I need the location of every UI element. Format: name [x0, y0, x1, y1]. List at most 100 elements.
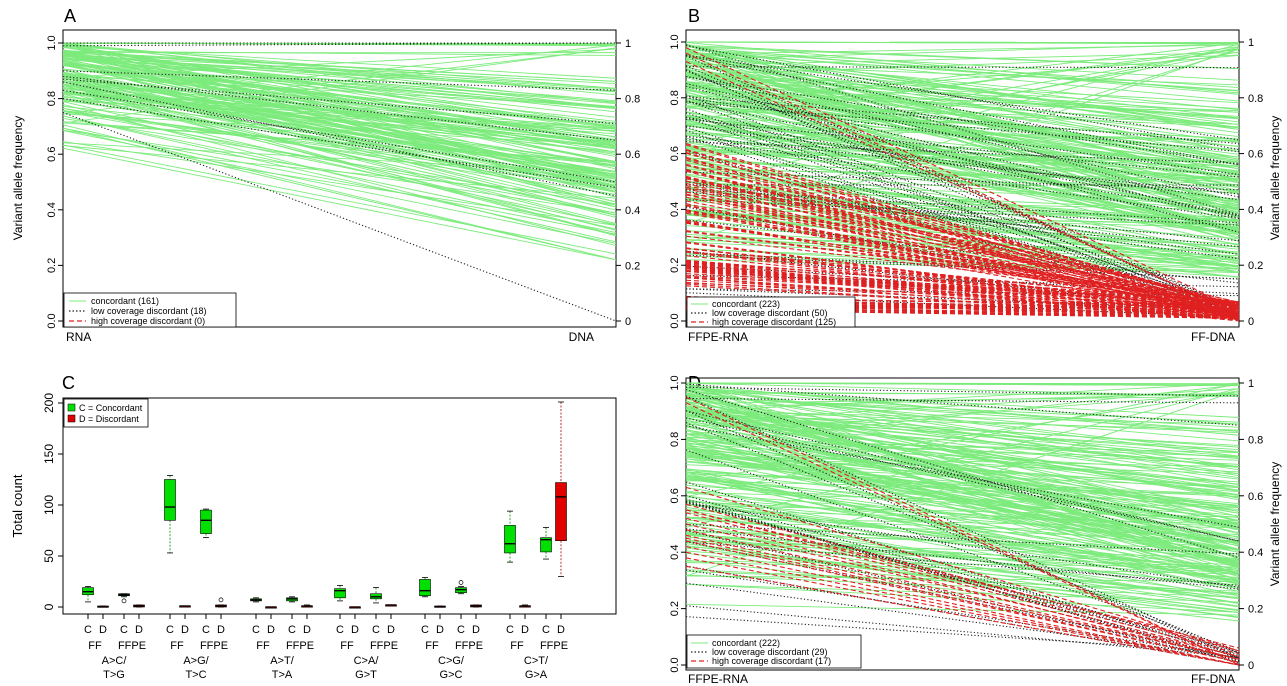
- y-tick-label-right: 1: [1248, 37, 1254, 49]
- y-tick-label-left: 0.2: [46, 258, 58, 273]
- legend-text-concordant: C = Concordant: [79, 403, 143, 413]
- panel-a-letter: A: [64, 6, 76, 26]
- box-class-label: C: [336, 624, 344, 636]
- y-tick-label-right: 0.6: [1248, 149, 1263, 161]
- sample-label-ff: FF: [510, 640, 524, 652]
- box-class-label: C: [542, 624, 550, 636]
- y-tick-label-right: 0.8: [1248, 93, 1263, 105]
- y-tick-label-right: 0.4: [625, 205, 640, 217]
- legend-text-high: high coverage discordant (125): [712, 317, 836, 327]
- y-tick-label-right: 0.2: [1248, 604, 1263, 616]
- sample-label-ffpe: FFPE: [540, 640, 568, 652]
- y-tick-label-right: 0.2: [1248, 260, 1263, 272]
- group-label-line1: A>C/: [102, 655, 128, 667]
- box-class-label: D: [181, 624, 189, 636]
- box-class-label: D: [99, 624, 107, 636]
- y-tick-label-left: 0.2: [669, 601, 681, 616]
- panel-a-ylabel: Variant allele frequency: [11, 116, 25, 241]
- legend-swatch-discordant: [68, 415, 75, 422]
- panel-a-right-label: DNA: [569, 330, 594, 344]
- y-tick-label-right: 0.2: [625, 260, 640, 272]
- box-class-label: D: [521, 624, 529, 636]
- y-tick-label-right: 0.4: [1248, 547, 1263, 559]
- y-tick-label-right: 0: [1248, 316, 1254, 328]
- panel-b-legend: concordant (223) low coverage discordant…: [687, 297, 855, 327]
- y-tick-label-left: 1.0: [669, 375, 681, 390]
- box: [505, 525, 516, 553]
- y-tick-label-left: 0.6: [669, 146, 681, 161]
- y-tick-label-left: 0.6: [46, 147, 58, 162]
- y-tick-label: 150: [42, 444, 56, 464]
- legend-swatch-concordant: [68, 404, 75, 411]
- y-tick-label-left: 0.0: [669, 313, 681, 328]
- group-label-line1: C>A/: [354, 655, 380, 667]
- box-class-label: C: [252, 624, 260, 636]
- y-tick-label-left: 0.4: [669, 545, 681, 560]
- panel-a-legend: concordant (161) low coverage discordant…: [64, 293, 236, 327]
- group-label-line2: T>C: [185, 669, 206, 681]
- y-tick-label-right: 0: [1248, 660, 1254, 672]
- sample-label-ffpe: FFPE: [286, 640, 314, 652]
- panel-c-letter: C: [62, 373, 75, 393]
- group-label-line2: G>A: [525, 669, 548, 681]
- panel-c-ylabel: Total count: [10, 474, 25, 537]
- box-class-label: D: [135, 624, 143, 636]
- legend-text-concordant: concordant (161): [91, 296, 159, 306]
- box: [201, 510, 212, 533]
- panel-d-ylabel: Variant allele frequency: [1268, 462, 1282, 587]
- sample-label-ffpe: FFPE: [455, 640, 483, 652]
- box-class-label: D: [217, 624, 225, 636]
- sample-label-ffpe: FFPE: [200, 640, 228, 652]
- box-class-label: C: [120, 624, 128, 636]
- y-tick-label-left: 0.0: [669, 657, 681, 672]
- group-label-line1: C>T/: [524, 655, 549, 667]
- y-tick-label-left: 0.4: [669, 202, 681, 217]
- y-tick-label: 50: [42, 549, 56, 563]
- y-tick-label: 100: [42, 495, 56, 515]
- box-class-label: C: [288, 624, 296, 636]
- y-tick-label: 0: [42, 603, 56, 610]
- box-class-label: D: [267, 624, 275, 636]
- group-label-line2: T>A: [272, 669, 293, 681]
- panel-b-ylabel: Variant allele frequency: [1268, 116, 1282, 241]
- panel-b-left-label: FFPE-RNA: [688, 330, 748, 344]
- y-tick-label-left: 0.8: [46, 91, 58, 106]
- box-class-label: C: [421, 624, 429, 636]
- y-tick-label-left: 0.8: [669, 432, 681, 447]
- box-class-label: D: [351, 624, 359, 636]
- panel-b-right-label: FF-DNA: [1191, 330, 1235, 344]
- box-class-label: D: [436, 624, 444, 636]
- box-class-label: C: [372, 624, 380, 636]
- group-label-line1: A>T/: [270, 655, 294, 667]
- y-tick-label-right: 0.8: [1248, 434, 1263, 446]
- y-tick-label-left: 0.2: [669, 258, 681, 273]
- group-label-line2: T>G: [103, 669, 125, 681]
- sample-label-ff: FF: [340, 640, 354, 652]
- legend-text-high: high coverage discordant (17): [712, 656, 831, 666]
- sample-label-ff: FF: [88, 640, 102, 652]
- panel-d-right-label: FF-DNA: [1191, 672, 1235, 686]
- legend-text-low: low coverage discordant (18): [91, 306, 207, 316]
- panel-a-left-label: RNA: [66, 330, 91, 344]
- box-class-label: C: [506, 624, 514, 636]
- y-tick-label-left: 0.8: [669, 90, 681, 105]
- panel-c-legend: C = Concordant D = Discordant: [64, 399, 148, 427]
- y-tick-label-right: 1: [1248, 378, 1254, 390]
- group-label-line1: A>G/: [183, 655, 209, 667]
- box: [420, 579, 431, 595]
- y-tick-label-right: 0.4: [1248, 204, 1263, 216]
- sample-label-ff: FF: [425, 640, 439, 652]
- sample-label-ff: FF: [256, 640, 270, 652]
- y-tick-label-right: 0.6: [1248, 491, 1263, 503]
- panel-d-left-label: FFPE-RNA: [688, 672, 748, 686]
- y-tick-label-right: 1: [625, 38, 631, 50]
- box-class-label: D: [387, 624, 395, 636]
- box-class-label: C: [457, 624, 465, 636]
- box-class-label: D: [557, 624, 565, 636]
- box-class-label: D: [303, 624, 311, 636]
- y-tick-label-right: 0.8: [625, 94, 640, 106]
- sample-label-ffpe: FFPE: [118, 640, 146, 652]
- y-tick-label: 200: [42, 393, 56, 413]
- y-tick-label-left: 1.0: [46, 35, 58, 50]
